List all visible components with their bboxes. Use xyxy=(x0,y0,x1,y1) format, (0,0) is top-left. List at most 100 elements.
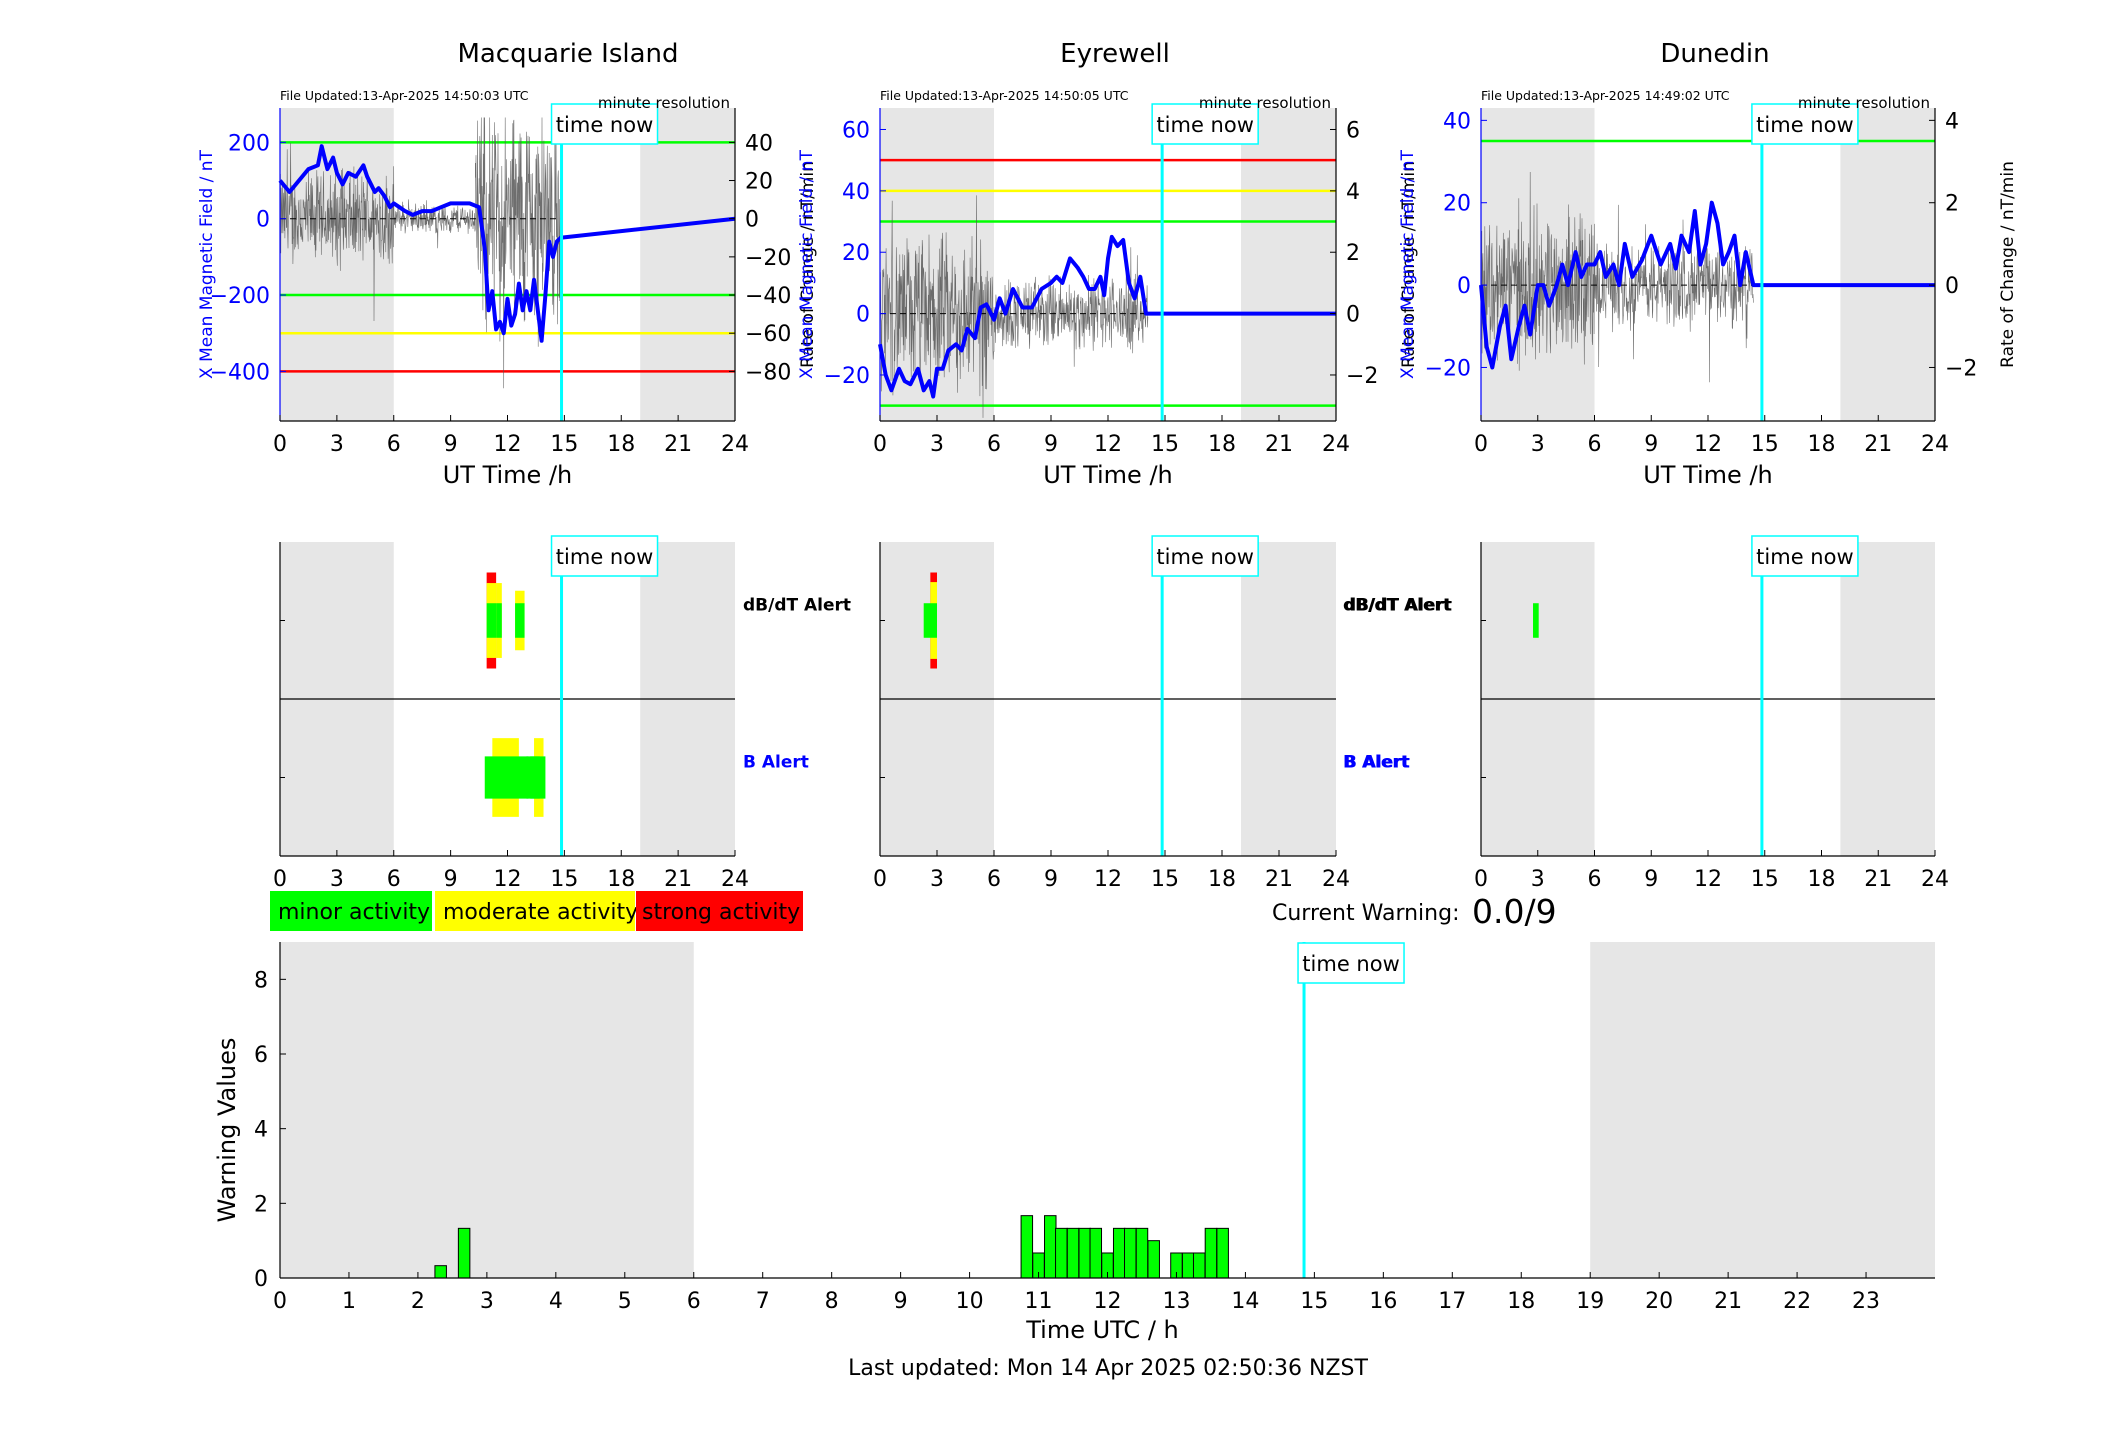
x-tick-label: 6 xyxy=(987,432,1001,457)
dbdt-alert-label: dB/dT Alert xyxy=(1343,596,1451,616)
x-tick-label: 21 xyxy=(1265,432,1293,457)
y-tick-label: 0 xyxy=(254,1267,268,1292)
x-tick-label: 12 xyxy=(1094,867,1122,892)
y-right-tick-label: −60 xyxy=(745,322,791,347)
x-tick-label: 3 xyxy=(1531,432,1545,457)
alert-block xyxy=(526,756,529,799)
warning-bar xyxy=(1078,1227,1091,1279)
time-now-box xyxy=(1151,535,1259,577)
y-axis-label-left: X Mean Magnetic Field / nT xyxy=(1398,149,1418,379)
y-right-tick-label: −80 xyxy=(745,360,791,385)
chart-title: Dunedin xyxy=(1660,39,1769,69)
alert-block xyxy=(530,756,546,799)
x-tick-label: 21 xyxy=(1714,1289,1742,1314)
y-right-tick-label: 4 xyxy=(1346,180,1360,205)
x-tick-label: 12 xyxy=(1094,1289,1122,1314)
y-tick-label: 20 xyxy=(1443,192,1471,217)
x-tick-label: 15 xyxy=(550,867,578,892)
x-tick-label: 0 xyxy=(1474,432,1488,457)
y-tick-label: 6 xyxy=(254,1043,268,1068)
warning-bar xyxy=(1147,1240,1160,1279)
x-tick-label: 24 xyxy=(721,867,749,892)
x-tick-label: 12 xyxy=(1694,867,1722,892)
y-axis-label-left: X Mean Magnetic Field / nT xyxy=(197,149,217,379)
x-tick-label: 11 xyxy=(1025,1289,1053,1314)
x-tick-label: 9 xyxy=(1044,432,1058,457)
legend-moderate-label: moderate activity xyxy=(443,900,638,925)
y-right-tick-label: 40 xyxy=(745,131,773,156)
x-tick-label: 15 xyxy=(1751,432,1779,457)
time-now-box xyxy=(1151,103,1259,145)
alert-block xyxy=(515,603,525,638)
x-tick-label: 23 xyxy=(1852,1289,1880,1314)
x-tick-label: 3 xyxy=(1531,867,1545,892)
field-series-line xyxy=(1479,200,1935,370)
warning-bar xyxy=(1089,1227,1103,1279)
legend-moderate-swatch xyxy=(435,891,635,931)
x-tick-label: 15 xyxy=(550,432,578,457)
warning-bar xyxy=(1044,1215,1057,1279)
x-tick-label: 21 xyxy=(1864,867,1892,892)
x-tick-label: 0 xyxy=(273,867,287,892)
y-tick-label: −20 xyxy=(1425,356,1471,381)
x-tick-label: 8 xyxy=(825,1289,839,1314)
warning-bar xyxy=(1192,1252,1206,1279)
current-warning-label: Current Warning: xyxy=(1272,901,1459,926)
x-tick-label: 21 xyxy=(1265,867,1293,892)
x-tick-label: 10 xyxy=(956,1289,984,1314)
x-tick-label: 18 xyxy=(1808,867,1836,892)
y-tick-label: 0 xyxy=(1457,274,1471,299)
y-right-tick-label: 0 xyxy=(1945,274,1959,299)
x-tick-label: 15 xyxy=(1751,867,1779,892)
x-axis-label: UT Time /h xyxy=(1643,461,1773,489)
x-tick-label: 0 xyxy=(273,432,287,457)
alert-block xyxy=(496,603,502,638)
current-warning-value: 0.0/9 xyxy=(1472,892,1557,931)
x-tick-label: 9 xyxy=(894,1289,908,1314)
y-right-tick-label: −40 xyxy=(745,284,791,309)
time-now-box xyxy=(1297,942,1405,984)
warning-bar xyxy=(1066,1227,1080,1279)
x-tick-label: 12 xyxy=(494,432,522,457)
dbdt-alert-label: dB/dT Alert xyxy=(1344,596,1452,616)
x-tick-label: 6 xyxy=(987,867,1001,892)
alert-block xyxy=(484,756,538,799)
time-now-box xyxy=(550,535,659,577)
warning-bar xyxy=(1135,1227,1149,1279)
rate-of-change-series xyxy=(879,195,1149,418)
warning-bar xyxy=(434,1265,447,1279)
y-axis-label-right: Rate of Change / nT/min xyxy=(798,161,818,368)
x-tick-label: 24 xyxy=(1921,867,1949,892)
field-series-line xyxy=(278,144,736,343)
y-right-tick-label: 2 xyxy=(1346,241,1360,266)
x-axis-label: UT Time /h xyxy=(1043,461,1173,489)
x-tick-label: 9 xyxy=(444,867,458,892)
x-tick-label: 15 xyxy=(1151,432,1179,457)
legend-strong-label: strong activity xyxy=(642,900,800,925)
x-tick-label: 18 xyxy=(1507,1289,1535,1314)
night-shading xyxy=(1241,108,1336,421)
x-tick-label: 21 xyxy=(1864,432,1892,457)
x-tick-label: 3 xyxy=(930,432,944,457)
x-tick-label: 18 xyxy=(1808,432,1836,457)
alert-panel-macquarie-island: time now 0 3 6 9 12 15 18 21 24 dB/dT Alert B Alert xyxy=(273,535,851,892)
x-tick-label: 15 xyxy=(1300,1289,1328,1314)
x-tick-label: 3 xyxy=(930,867,944,892)
time-now-label: time now xyxy=(1156,545,1253,569)
night-shading xyxy=(1840,108,1935,421)
x-tick-label: 5 xyxy=(618,1289,632,1314)
x-tick-label: 4 xyxy=(549,1289,563,1314)
x-tick-label: 12 xyxy=(1694,432,1722,457)
y-tick-label: 8 xyxy=(254,968,268,993)
y-tick-label: 20 xyxy=(842,241,870,266)
y-right-tick-label: −2 xyxy=(1346,364,1378,389)
field-series-line xyxy=(878,234,1336,399)
time-now-box xyxy=(1751,535,1859,577)
x-tick-label: 7 xyxy=(756,1289,770,1314)
y-tick-label: 2 xyxy=(254,1192,268,1217)
